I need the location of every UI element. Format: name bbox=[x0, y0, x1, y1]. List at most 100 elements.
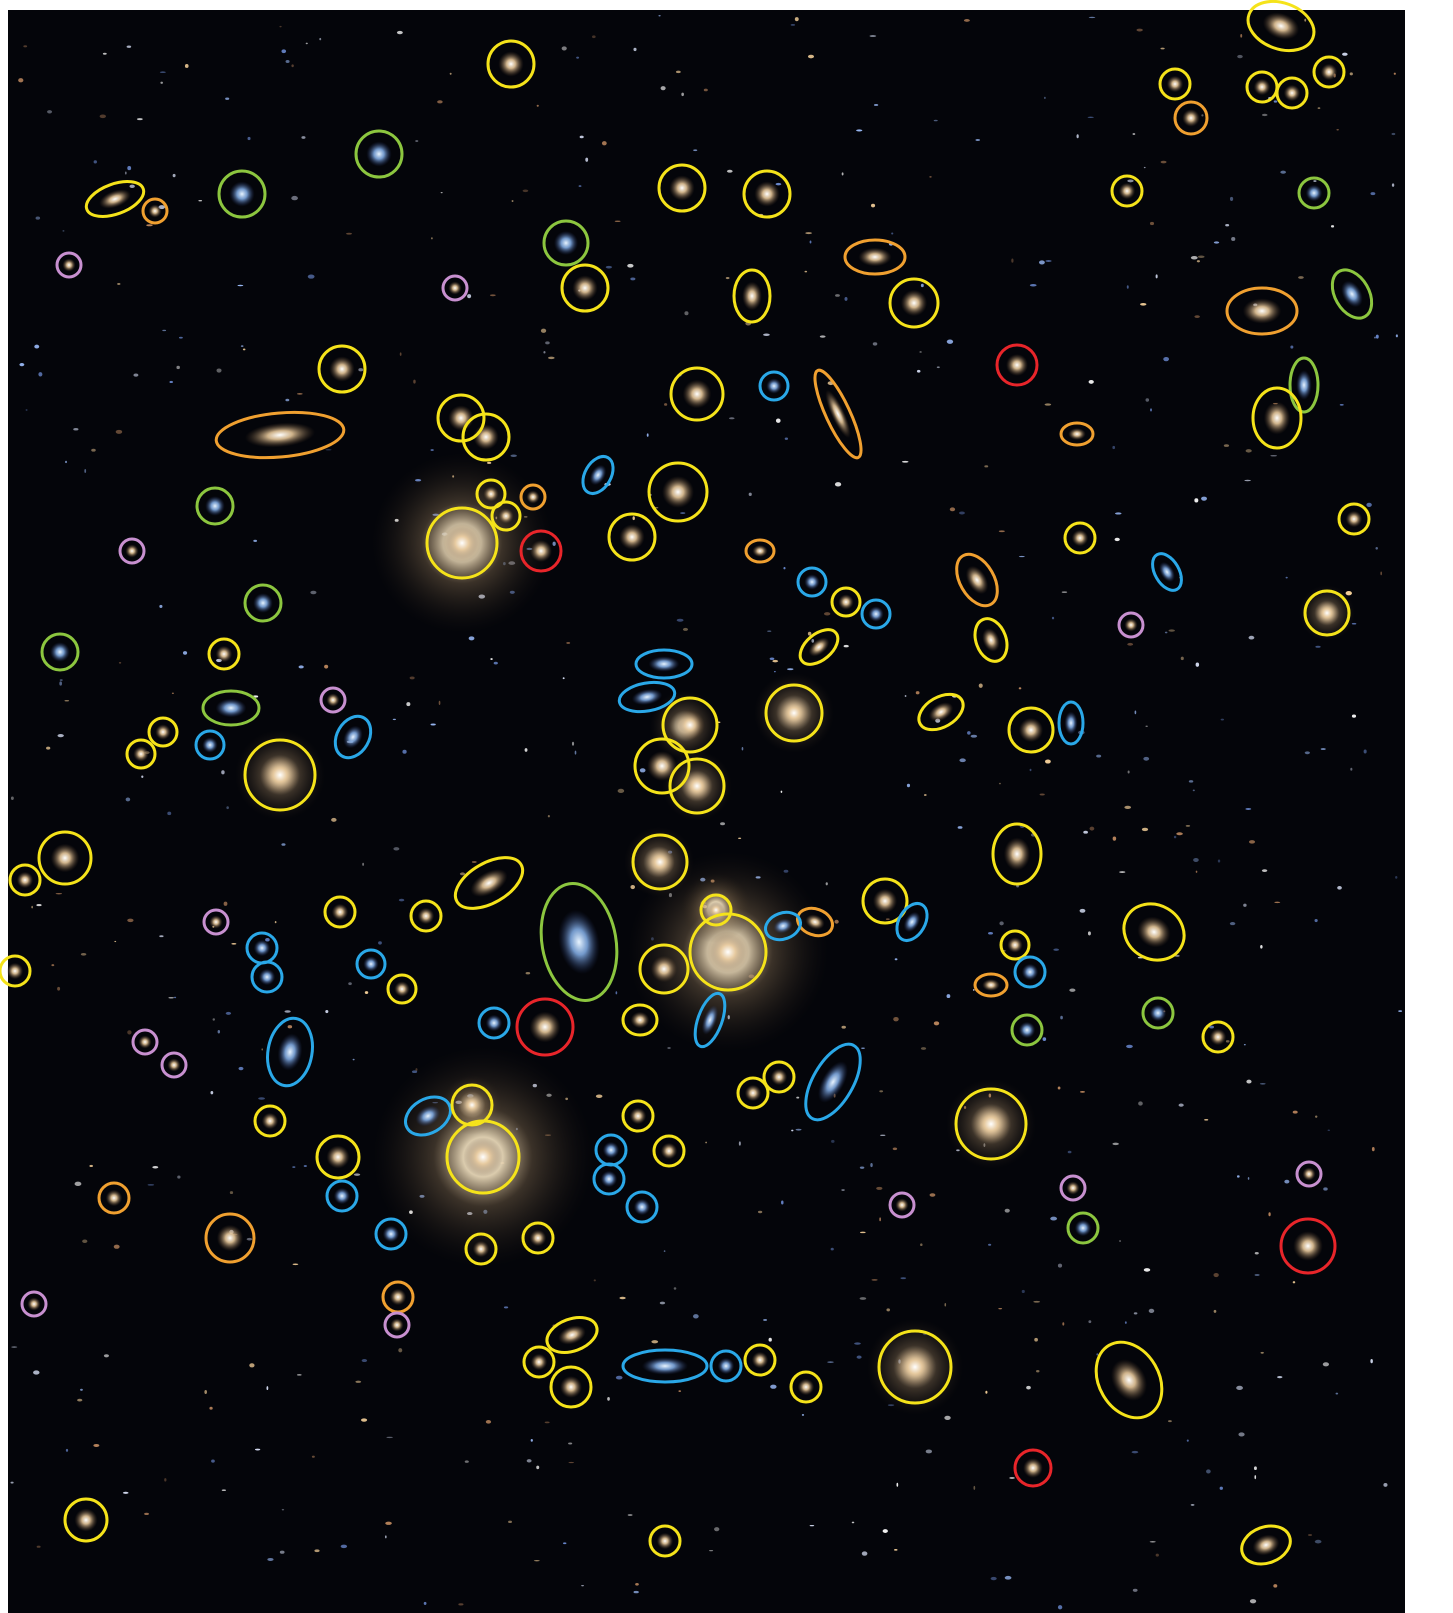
faint-source bbox=[184, 64, 189, 68]
faint-source bbox=[449, 72, 452, 75]
faint-source bbox=[1136, 28, 1143, 32]
faint-source bbox=[920, 1047, 927, 1050]
galaxy bbox=[808, 637, 830, 657]
faint-source bbox=[581, 1585, 585, 1587]
faint-source bbox=[281, 1508, 285, 1511]
galaxy bbox=[1137, 916, 1171, 948]
galaxy bbox=[752, 544, 768, 558]
marker-ellipse bbox=[404, 1095, 452, 1137]
galaxy bbox=[498, 508, 514, 524]
faint-source bbox=[920, 1243, 923, 1246]
faint-source bbox=[552, 541, 556, 546]
faint-source bbox=[1304, 18, 1307, 22]
galaxy bbox=[633, 1198, 651, 1216]
galaxy bbox=[982, 978, 1000, 992]
faint-source bbox=[178, 336, 183, 339]
faint-source bbox=[1225, 224, 1230, 227]
faint-source bbox=[18, 78, 24, 83]
marker-ellipse bbox=[1246, 0, 1316, 53]
faint-source bbox=[1194, 315, 1200, 319]
faint-source bbox=[1247, 1176, 1250, 1180]
faint-source bbox=[963, 19, 970, 22]
faint-source bbox=[147, 1184, 155, 1186]
marker-ellipse bbox=[617, 680, 677, 714]
faint-source bbox=[89, 1164, 93, 1167]
galaxy bbox=[331, 903, 349, 921]
marker-ellipse bbox=[453, 856, 525, 910]
faint-source bbox=[362, 862, 365, 866]
faint-source bbox=[885, 918, 890, 920]
marker-ellipse bbox=[383, 1311, 411, 1339]
faint-source bbox=[988, 1243, 992, 1246]
faint-source bbox=[141, 775, 144, 778]
marker-ellipse bbox=[315, 1134, 361, 1180]
faint-source bbox=[386, 1436, 393, 1439]
faint-source bbox=[693, 149, 698, 152]
faint-source bbox=[1201, 114, 1204, 117]
faint-source bbox=[1243, 1044, 1246, 1046]
faint-source bbox=[876, 1186, 883, 1190]
faint-source bbox=[1335, 1392, 1339, 1395]
faint-source bbox=[415, 140, 419, 142]
galaxy bbox=[483, 486, 499, 502]
faint-source bbox=[423, 1601, 427, 1605]
faint-source bbox=[325, 449, 332, 451]
faint-source bbox=[162, 329, 167, 332]
galaxy bbox=[138, 1035, 152, 1049]
faint-source bbox=[437, 100, 443, 104]
faint-source bbox=[856, 129, 863, 132]
marker-ellipse bbox=[668, 757, 726, 815]
faint-source bbox=[1133, 1312, 1138, 1315]
marker-ellipse bbox=[995, 343, 1039, 387]
faint-source bbox=[247, 136, 251, 141]
faint-source bbox=[869, 35, 877, 37]
galaxy bbox=[645, 847, 675, 877]
faint-source bbox=[811, 638, 815, 643]
faint-source bbox=[1259, 1083, 1266, 1085]
galaxy bbox=[155, 724, 171, 740]
faint-source bbox=[1196, 260, 1200, 263]
faint-source bbox=[355, 1380, 362, 1383]
faint-source bbox=[763, 333, 770, 336]
faint-source bbox=[1193, 858, 1199, 863]
galaxy bbox=[529, 1229, 547, 1247]
galaxy bbox=[971, 1104, 1011, 1144]
faint-source bbox=[1126, 1044, 1133, 1049]
galaxy bbox=[253, 593, 273, 613]
galaxy bbox=[148, 204, 162, 218]
faint-source bbox=[73, 427, 79, 431]
faint-source bbox=[530, 1438, 533, 1442]
faint-source bbox=[430, 237, 433, 240]
faint-source bbox=[834, 919, 839, 924]
faint-source bbox=[1349, 72, 1353, 76]
faint-source bbox=[1004, 1208, 1010, 1213]
marker-ellipse bbox=[798, 628, 840, 666]
faint-source bbox=[211, 1459, 215, 1463]
marker-ellipse bbox=[243, 738, 317, 812]
faint-source bbox=[944, 1302, 947, 1307]
faint-source bbox=[615, 1375, 623, 1380]
galaxy bbox=[868, 606, 884, 622]
faint-source bbox=[242, 348, 246, 351]
faint-source bbox=[860, 1231, 866, 1234]
faint-source bbox=[1337, 885, 1342, 890]
marker-ellipse bbox=[1122, 902, 1186, 962]
galaxy bbox=[363, 956, 379, 972]
galaxy bbox=[50, 843, 80, 873]
faint-source bbox=[225, 97, 230, 100]
faint-source bbox=[1176, 832, 1183, 836]
marker-ellipse bbox=[441, 274, 469, 302]
faint-source bbox=[1185, 824, 1191, 827]
galaxy bbox=[1003, 837, 1031, 871]
faint-source bbox=[209, 1406, 213, 1410]
faint-source bbox=[438, 700, 441, 705]
faint-source bbox=[659, 1301, 666, 1305]
faint-source bbox=[522, 189, 529, 193]
galaxy bbox=[656, 1532, 674, 1550]
marker-ellipse bbox=[789, 1370, 823, 1404]
faint-source bbox=[279, 1550, 285, 1554]
faint-source bbox=[767, 630, 772, 632]
faint-source bbox=[1395, 875, 1398, 879]
faint-source bbox=[84, 469, 87, 473]
